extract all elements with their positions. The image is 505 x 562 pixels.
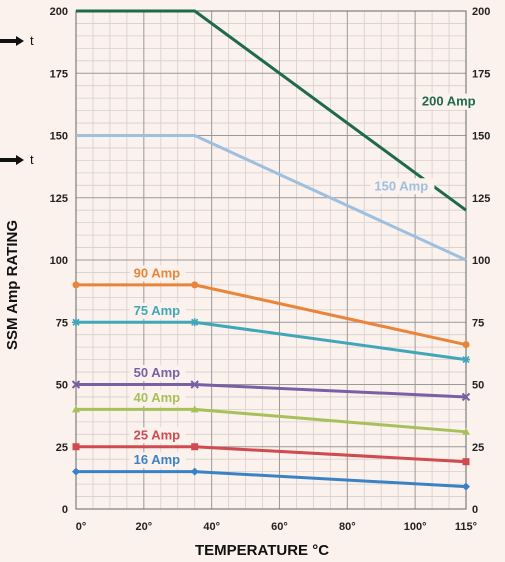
series-label-bg (129, 452, 186, 469)
y-tick-label-right: 50 (472, 380, 484, 392)
y-tick-label: 0 (62, 504, 68, 516)
series-label-bg (129, 389, 186, 406)
y-tick-labels-right: 0 25 50 75 100 125 150 175 200 (472, 6, 490, 516)
x-tick-label: 0° (76, 521, 87, 533)
x-tick-label: 100° (404, 521, 427, 533)
side-note-text-2: t (30, 152, 34, 167)
series-line (76, 134, 467, 262)
data-point-marker (190, 380, 199, 389)
data-point-marker (461, 392, 471, 402)
data-point-marker (72, 405, 80, 413)
x-tick-label: 80° (339, 521, 356, 533)
y-tick-label: 50 (56, 380, 68, 392)
arrow-right-icon (0, 155, 24, 165)
data-point-marker (462, 355, 470, 364)
y-tick-label-right: 150 (472, 131, 490, 143)
x-tick-label: 20° (136, 521, 153, 533)
series-label-bg (129, 365, 186, 382)
series-label-bg (129, 427, 186, 444)
side-note-text-1: t (30, 33, 34, 48)
y-tick-label: 75 (56, 317, 68, 329)
y-tick-label-right: 175 (472, 68, 490, 80)
series-label: 16 Amp (134, 452, 181, 467)
data-point-marker (71, 380, 81, 389)
y-tick-label: 175 (50, 68, 68, 80)
data-point-marker (462, 427, 470, 435)
series-label: 75 Amp (134, 303, 181, 318)
series-label: 200 Amp (422, 94, 476, 109)
data-point-marker (462, 341, 470, 349)
x-axis-title: TEMPERATURE °C (195, 542, 329, 559)
y-tick-labels-left: 0 25 50 75 100 125 150 175 200 (50, 6, 68, 516)
x-tick-label: 60° (271, 521, 288, 533)
series-label: 50 Amp (134, 365, 181, 380)
y-tick-label: 100 (50, 255, 68, 267)
data-point-marker (190, 467, 199, 476)
data-point-marker (462, 482, 470, 491)
series-label: 40 Amp (134, 390, 181, 405)
y-tick-label: 150 (50, 131, 68, 143)
series-line (76, 320, 467, 362)
x-tick-label: 115° (455, 521, 477, 533)
y-tick-label-right: 100 (472, 255, 490, 267)
data-point-marker (190, 318, 199, 327)
side-note-1: t (0, 33, 34, 48)
y-axis-title: SSM Amp RATING (4, 220, 21, 350)
data-point-marker (191, 281, 199, 289)
x-tick-label: 40° (203, 521, 220, 533)
data-point-marker (72, 281, 80, 289)
series-label: 150 Amp (374, 178, 428, 193)
series-lines (71, 9, 471, 491)
data-point-marker (72, 318, 80, 327)
x-tick-labels: 0° 20° 40° 60° 80° 100° 115° (76, 521, 477, 533)
series-labels: 200 Amp 150 Amp 90 Amp 75 Amp 50 Amp 40 Amp 25… (129, 93, 482, 469)
y-tick-label: 200 (50, 6, 68, 18)
y-tick-label-right: 125 (472, 193, 490, 205)
series-label-bg (417, 93, 482, 110)
data-point-marker (190, 405, 199, 413)
y-tick-label-right: 75 (472, 317, 484, 329)
y-tick-label: 25 (56, 442, 68, 454)
y-tick-label-right: 25 (472, 442, 484, 454)
series-label: 25 Amp (134, 427, 181, 442)
y-tick-label: 125 (50, 193, 68, 205)
data-point-marker (462, 458, 470, 466)
series-line (76, 9, 467, 212)
data-point-marker (72, 467, 80, 476)
side-note-2: t (0, 152, 34, 167)
series-label: 90 Amp (134, 265, 181, 280)
series-label-bg (129, 302, 186, 319)
data-point-marker (72, 443, 80, 451)
y-tick-label-right: 200 (472, 6, 490, 18)
arrow-right-icon (0, 36, 24, 46)
series-label-bg (370, 178, 435, 195)
y-tick-label-right: 0 (472, 504, 478, 516)
data-point-marker (191, 443, 199, 451)
series-label-bg (129, 265, 186, 282)
